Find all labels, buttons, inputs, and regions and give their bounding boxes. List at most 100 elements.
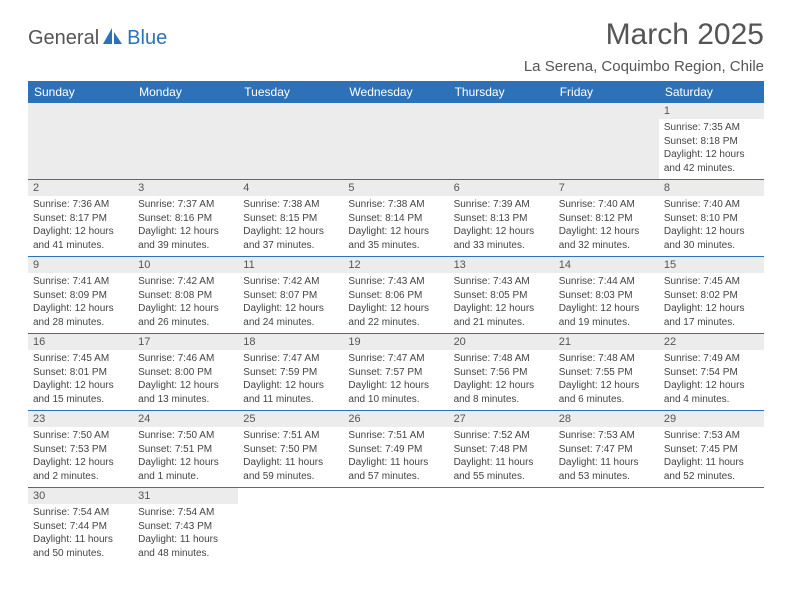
weekday-header: Thursday [449, 81, 554, 103]
sunrise-text: Sunrise: 7:53 AM [664, 430, 740, 441]
day-number: 26 [343, 411, 448, 427]
day-number: 29 [659, 411, 764, 427]
calendar-day: 11Sunrise: 7:42 AMSunset: 8:07 PMDayligh… [238, 257, 343, 334]
calendar-day: 6Sunrise: 7:39 AMSunset: 8:13 PMDaylight… [449, 180, 554, 257]
day-number: 23 [28, 411, 133, 427]
weekday-header: Sunday [28, 81, 133, 103]
calendar-row: 16Sunrise: 7:45 AMSunset: 8:01 PMDayligh… [28, 334, 764, 411]
day-data: Sunrise: 7:51 AMSunset: 7:49 PMDaylight:… [343, 427, 448, 487]
day-data: Sunrise: 7:54 AMSunset: 7:43 PMDaylight:… [133, 504, 238, 564]
calendar-day: 21Sunrise: 7:48 AMSunset: 7:55 PMDayligh… [554, 334, 659, 411]
day-data: Sunrise: 7:46 AMSunset: 8:00 PMDaylight:… [133, 350, 238, 410]
calendar-row: 23Sunrise: 7:50 AMSunset: 7:53 PMDayligh… [28, 411, 764, 488]
sunrise-text: Sunrise: 7:54 AM [138, 507, 214, 518]
day-data: Sunrise: 7:48 AMSunset: 7:56 PMDaylight:… [449, 350, 554, 410]
weekday-header: Wednesday [343, 81, 448, 103]
day-number: 30 [28, 488, 133, 504]
calendar-day: 13Sunrise: 7:43 AMSunset: 8:05 PMDayligh… [449, 257, 554, 334]
calendar-row: 2Sunrise: 7:36 AMSunset: 8:17 PMDaylight… [28, 180, 764, 257]
daylight-text: Daylight: 12 hours and 13 minutes. [138, 380, 219, 405]
sunrise-text: Sunrise: 7:36 AM [33, 199, 109, 210]
sunrise-text: Sunrise: 7:45 AM [33, 353, 109, 364]
day-data: Sunrise: 7:45 AMSunset: 8:02 PMDaylight:… [659, 273, 764, 333]
day-data: Sunrise: 7:42 AMSunset: 8:08 PMDaylight:… [133, 273, 238, 333]
sunrise-text: Sunrise: 7:38 AM [348, 199, 424, 210]
sunset-text: Sunset: 8:00 PM [138, 367, 212, 378]
sunset-text: Sunset: 7:59 PM [243, 367, 317, 378]
daylight-text: Daylight: 11 hours and 48 minutes. [138, 534, 218, 559]
sunrise-text: Sunrise: 7:47 AM [348, 353, 424, 364]
header: General Blue March 2025 La Serena, Coqui… [28, 18, 764, 75]
sunset-text: Sunset: 8:05 PM [454, 290, 528, 301]
daylight-text: Daylight: 12 hours and 1 minute. [138, 457, 219, 482]
weekday-header: Tuesday [238, 81, 343, 103]
calendar-day: 26Sunrise: 7:51 AMSunset: 7:49 PMDayligh… [343, 411, 448, 488]
sunset-text: Sunset: 7:45 PM [664, 444, 738, 455]
calendar-empty-trailing [554, 488, 659, 565]
day-number: 24 [133, 411, 238, 427]
daylight-text: Daylight: 12 hours and 30 minutes. [664, 226, 745, 251]
calendar-day: 3Sunrise: 7:37 AMSunset: 8:16 PMDaylight… [133, 180, 238, 257]
sunrise-text: Sunrise: 7:47 AM [243, 353, 319, 364]
daylight-text: Daylight: 11 hours and 52 minutes. [664, 457, 744, 482]
day-number: 12 [343, 257, 448, 273]
day-data: Sunrise: 7:47 AM Sunset: 7:59 PM Daylight:… [238, 350, 343, 410]
day-data: Sunrise: 7:53 AMSunset: 7:47 PMDaylight:… [554, 427, 659, 487]
day-data: Sunrise: 7:40 AMSunset: 8:12 PMDaylight:… [554, 196, 659, 256]
title-block: March 2025 La Serena, Coquimbo Region, C… [524, 18, 764, 75]
calendar-day: 1Sunrise: 7:35 AMSunset: 8:18 PMDaylight… [659, 103, 764, 180]
day-number: 5 [343, 180, 448, 196]
calendar-empty-trailing [659, 488, 764, 565]
sunset-text: Sunset: 7:44 PM [33, 521, 107, 532]
calendar-empty-leading [554, 103, 659, 180]
sunrise-text: Sunrise: 7:41 AM [33, 276, 109, 287]
sunrise-text: Sunrise: 7:43 AM [348, 276, 424, 287]
day-number: 13 [449, 257, 554, 273]
calendar-day: 14Sunrise: 7:44 AMSunset: 8:03 PMDayligh… [554, 257, 659, 334]
day-number: 17 [133, 334, 238, 350]
sunset-text: Sunset: 8:13 PM [454, 213, 528, 224]
calendar-day: 2Sunrise: 7:36 AMSunset: 8:17 PMDaylight… [28, 180, 133, 257]
sunrise-text: Sunrise: 7:53 AM [559, 430, 635, 441]
sunset-text: Sunset: 7:48 PM [454, 444, 528, 455]
day-data: Sunrise: 7:43 AMSunset: 8:06 PMDaylight:… [343, 273, 448, 333]
day-data: Sunrise: 7:51 AMSunset: 7:50 PMDaylight:… [238, 427, 343, 487]
sunrise-text: Sunrise: 7:37 AM [138, 199, 214, 210]
calendar-row: 9Sunrise: 7:41 AMSunset: 8:09 PMDaylight… [28, 257, 764, 334]
calendar-day: 30Sunrise: 7:54 AMSunset: 7:44 PMDayligh… [28, 488, 133, 565]
calendar-day: 9Sunrise: 7:41 AMSunset: 8:09 PMDaylight… [28, 257, 133, 334]
calendar-day: 12Sunrise: 7:43 AMSunset: 8:06 PMDayligh… [343, 257, 448, 334]
day-data: Sunrise: 7:53 AM Sunset: 7:45 PM Daylight:… [659, 427, 764, 487]
calendar-day: 31Sunrise: 7:54 AMSunset: 7:43 PMDayligh… [133, 488, 238, 565]
sunrise-text: Sunrise: 7:40 AM [559, 199, 635, 210]
calendar-row: 30Sunrise: 7:54 AMSunset: 7:44 PMDayligh… [28, 488, 764, 565]
calendar-day: 19Sunrise: 7:47 AMSunset: 7:57 PMDayligh… [343, 334, 448, 411]
logo: General Blue [28, 26, 167, 51]
day-number: 21 [554, 334, 659, 350]
calendar-day: 16Sunrise: 7:45 AMSunset: 8:01 PMDayligh… [28, 334, 133, 411]
day-data: Sunrise: 7:43 AMSunset: 8:05 PMDaylight:… [449, 273, 554, 333]
day-data: Sunrise: 7:37 AMSunset: 8:16 PMDaylight:… [133, 196, 238, 256]
sunset-text: Sunset: 8:14 PM [348, 213, 422, 224]
day-data: Sunrise: 7:42 AMSunset: 8:07 PMDaylight:… [238, 273, 343, 333]
daylight-text: Daylight: 12 hours and 41 minutes. [33, 226, 114, 251]
sunset-text: Sunset: 7:56 PM [454, 367, 528, 378]
calendar-day: 8Sunrise: 7:40 AMSunset: 8:10 PMDaylight… [659, 180, 764, 257]
calendar-day: 18Sunrise: 7:47 AMSunset: 7:59 PMDayligh… [238, 334, 343, 411]
calendar-empty-leading [28, 103, 133, 180]
calendar-empty-leading [133, 103, 238, 180]
sunset-text: Sunset: 8:01 PM [33, 367, 107, 378]
calendar-day: 17Sunrise: 7:46 AMSunset: 8:00 PMDayligh… [133, 334, 238, 411]
calendar-empty-trailing [343, 488, 448, 565]
daylight-text: Daylight: 12 hours and 11 minutes. [243, 380, 324, 405]
month-title: March 2025 [524, 18, 764, 52]
daylight-text: Daylight: 12 hours and 4 minutes. [664, 380, 745, 405]
daylight-text: Daylight: 11 hours and 53 minutes. [559, 457, 639, 482]
day-data: Sunrise: 7:54 AMSunset: 7:44 PMDaylight:… [28, 504, 133, 564]
day-number: 14 [554, 257, 659, 273]
sunset-text: Sunset: 8:15 PM [243, 213, 317, 224]
day-data: Sunrise: 7:48 AMSunset: 7:55 PMDaylight:… [554, 350, 659, 410]
logo-text-general: General [28, 27, 99, 50]
day-number: 25 [238, 411, 343, 427]
calendar-empty-leading [449, 103, 554, 180]
